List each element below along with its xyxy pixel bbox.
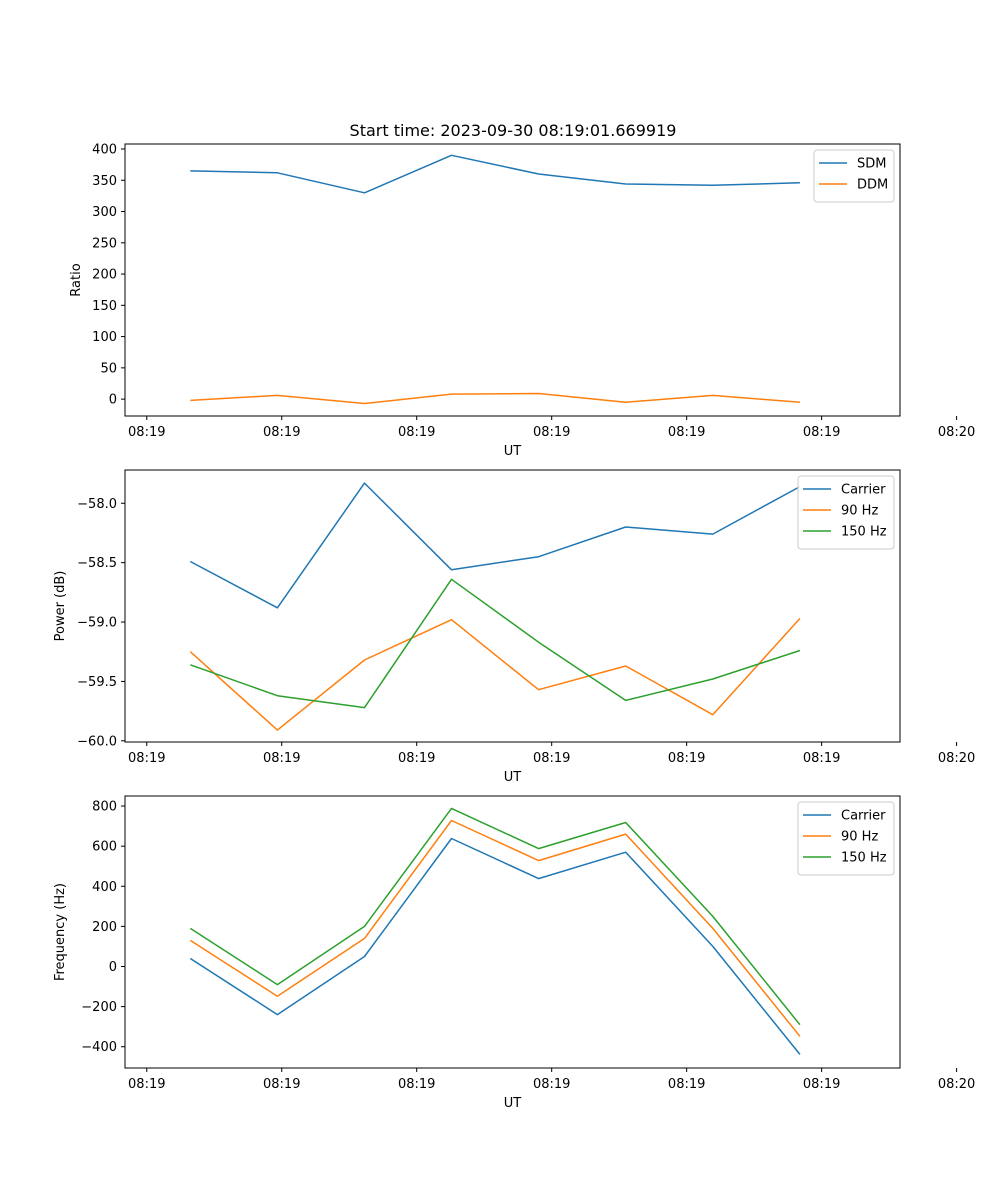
series-line-carrier xyxy=(189,837,801,1055)
axes-frame xyxy=(124,469,901,743)
x-tick-label: 08:19 xyxy=(128,425,165,440)
x-tick-label: 08:19 xyxy=(128,1077,165,1092)
x-tick-label: 08:19 xyxy=(668,1077,705,1092)
series-line-150-hz xyxy=(189,807,801,1026)
legend-label: Carrier xyxy=(841,483,886,498)
legend-label: 90 Hz xyxy=(841,504,878,519)
y-tick-label: 50 xyxy=(100,361,117,376)
y-tick-label: 400 xyxy=(92,880,117,895)
series-line-carrier xyxy=(189,482,801,609)
y-axis-label: Power (dB) xyxy=(53,571,68,642)
y-tick-label: 0 xyxy=(109,960,117,975)
y-tick-label: −59.5 xyxy=(77,675,117,690)
x-tick-label: 08:19 xyxy=(533,1077,570,1092)
y-tick-label: 350 xyxy=(92,174,117,189)
x-tick-label: 08:19 xyxy=(533,425,570,440)
x-axis-label: UT xyxy=(504,1096,522,1111)
y-tick-label: 800 xyxy=(92,800,117,815)
legend-label: 90 Hz xyxy=(841,830,878,845)
x-tick-label: 08:19 xyxy=(668,425,705,440)
x-tick-label: 08:19 xyxy=(398,1077,435,1092)
legend-label: SDM xyxy=(857,157,886,172)
subplot-2: 08:19 08:19 08:19 08:19 08:19 08:19 08:20 −60.0… xyxy=(53,469,975,785)
x-tick-label: 08:20 xyxy=(938,425,975,440)
legend: SDM DDM xyxy=(813,149,895,203)
y-tick-label: −60.0 xyxy=(77,734,117,749)
axes-frame xyxy=(124,143,901,417)
y-axis-label: Frequency (Hz) xyxy=(53,883,68,981)
legend-label: 150 Hz xyxy=(841,525,887,540)
y-tick-label: 400 xyxy=(92,143,117,158)
y-tick-label: −59.0 xyxy=(77,616,117,631)
subplots: 08:19 08:19 08:19 08:19 08:19 08:19 08:20 0 50 10… xyxy=(53,143,975,1111)
subplot-1: 08:19 08:19 08:19 08:19 08:19 08:19 08:20 0 50 10… xyxy=(69,143,975,459)
legend: Carrier 90 Hz 150 Hz xyxy=(797,475,895,550)
x-axis-label: UT xyxy=(504,770,522,785)
axes-frame xyxy=(124,795,901,1069)
x-tick-label: 08:19 xyxy=(533,751,570,766)
y-tick-label: 600 xyxy=(92,840,117,855)
x-tick-label: 08:20 xyxy=(938,751,975,766)
y-tick-label: −58.0 xyxy=(77,497,117,512)
legend-label: Carrier xyxy=(841,809,886,824)
x-tick-label: 08:19 xyxy=(263,751,300,766)
x-axis-label: UT xyxy=(504,444,522,459)
x-tick-label: 08:19 xyxy=(398,751,435,766)
y-tick-label: 300 xyxy=(92,205,117,220)
x-tick-label: 08:19 xyxy=(803,425,840,440)
x-tick-label: 08:19 xyxy=(803,751,840,766)
y-tick-label: 200 xyxy=(92,920,117,935)
y-axis-label: Ratio xyxy=(69,263,84,296)
legend: Carrier 90 Hz 150 Hz xyxy=(797,801,895,876)
x-tick-label: 08:19 xyxy=(668,751,705,766)
y-tick-label: 250 xyxy=(92,236,117,251)
x-tick-label: 08:20 xyxy=(938,1077,975,1092)
x-tick-label: 08:19 xyxy=(128,751,165,766)
y-tick-label: 0 xyxy=(109,393,117,408)
y-tick-label: −200 xyxy=(81,1000,117,1015)
y-tick-label: −400 xyxy=(81,1040,117,1055)
series-line-90-hz xyxy=(189,617,801,731)
series-line-sdm xyxy=(190,154,800,194)
y-tick-label: 100 xyxy=(92,330,117,345)
x-tick-label: 08:19 xyxy=(398,425,435,440)
y-tick-label: −58.5 xyxy=(77,556,117,571)
legend-label: DDM xyxy=(857,178,888,193)
series-line-ddm xyxy=(190,392,800,405)
x-tick-label: 08:19 xyxy=(263,425,300,440)
x-tick-label: 08:19 xyxy=(803,1077,840,1092)
figure-title: Start time: 2023-09-30 08:19:01.669919 xyxy=(350,121,677,140)
y-tick-label: 200 xyxy=(92,268,117,283)
y-tick-label: 150 xyxy=(92,299,117,314)
legend-label: 150 Hz xyxy=(841,851,887,866)
series-line-150-hz xyxy=(190,578,801,709)
subplot-3: 08:19 08:19 08:19 08:19 08:19 08:19 08:20 −400 −… xyxy=(53,795,975,1111)
series-line-90-hz xyxy=(189,819,801,1037)
x-tick-label: 08:19 xyxy=(263,1077,300,1092)
